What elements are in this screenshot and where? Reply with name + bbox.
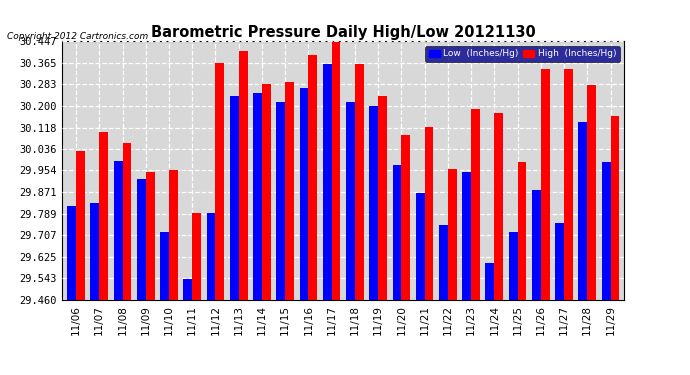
Bar — [378, 96, 387, 300]
Bar — [169, 170, 178, 300]
Bar — [346, 102, 355, 300]
Bar — [285, 82, 294, 300]
Bar — [611, 117, 620, 300]
Bar — [486, 263, 494, 300]
Bar — [471, 109, 480, 300]
Bar — [424, 127, 433, 300]
Bar — [439, 225, 448, 300]
Bar — [239, 51, 248, 300]
Bar — [137, 179, 146, 300]
Bar — [509, 232, 518, 300]
Bar — [518, 162, 526, 300]
Bar — [277, 102, 285, 300]
Bar — [90, 203, 99, 300]
Bar — [230, 96, 239, 300]
Bar — [206, 213, 215, 300]
Bar — [262, 84, 270, 300]
Legend: Low  (Inches/Hg), High  (Inches/Hg): Low (Inches/Hg), High (Inches/Hg) — [426, 46, 620, 62]
Bar — [114, 161, 123, 300]
Bar — [402, 135, 410, 300]
Bar — [555, 223, 564, 300]
Bar — [215, 63, 224, 300]
Bar — [67, 206, 76, 300]
Title: Barometric Pressure Daily High/Low 20121130: Barometric Pressure Daily High/Low 20121… — [151, 25, 535, 40]
Bar — [253, 93, 262, 300]
Bar — [541, 69, 550, 300]
Bar — [308, 55, 317, 300]
Bar — [99, 132, 108, 300]
Bar — [369, 106, 378, 300]
Bar — [494, 112, 503, 300]
Bar — [332, 42, 340, 300]
Bar — [355, 64, 364, 300]
Bar — [448, 169, 457, 300]
Bar — [564, 69, 573, 300]
Bar — [587, 85, 596, 300]
Bar — [602, 162, 611, 300]
Bar — [193, 213, 201, 300]
Bar — [146, 171, 155, 300]
Bar — [416, 192, 424, 300]
Bar — [76, 151, 85, 300]
Bar — [160, 232, 169, 300]
Text: Copyright 2012 Cartronics.com: Copyright 2012 Cartronics.com — [7, 32, 148, 41]
Bar — [123, 143, 131, 300]
Bar — [299, 88, 308, 300]
Bar — [578, 122, 587, 300]
Bar — [184, 279, 193, 300]
Bar — [393, 165, 402, 300]
Bar — [323, 64, 332, 300]
Bar — [532, 190, 541, 300]
Bar — [462, 171, 471, 300]
